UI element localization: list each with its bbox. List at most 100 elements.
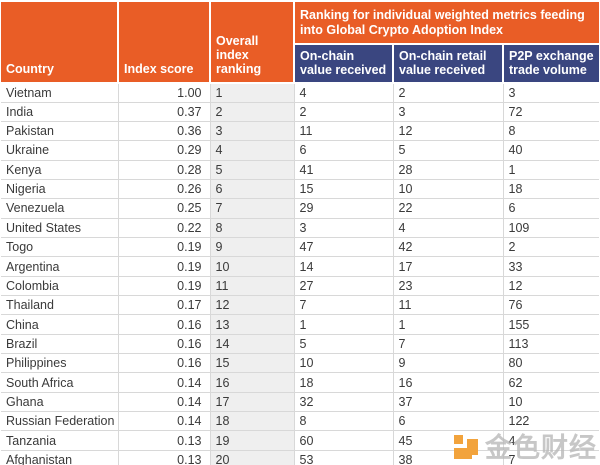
- table-row: India 0.37 2 2 3 72: [1, 101, 599, 122]
- country-cell: Nigeria: [1, 178, 119, 200]
- overall-ranking-cell: 19: [209, 430, 295, 451]
- on-chain-value-rank-cell: 32: [293, 391, 394, 413]
- table-row: Philippines 0.16 15 10 9 80: [1, 353, 599, 374]
- on-chain-retail-rank-cell: 2: [392, 82, 504, 103]
- column-header-overall-ranking: Overall index ranking: [209, 2, 295, 84]
- on-chain-value-rank-cell: 53: [293, 449, 394, 465]
- index-score-cell: 0.16: [117, 333, 211, 355]
- on-chain-value-rank-cell: 4: [293, 82, 394, 103]
- index-score-cell: 0.26: [117, 178, 211, 200]
- p2p-rank-cell: 76: [502, 295, 599, 316]
- overall-ranking-cell: 13: [209, 314, 295, 335]
- country-cell: Colombia: [1, 275, 119, 297]
- on-chain-value-rank-cell: 41: [293, 159, 394, 180]
- index-score-cell: 0.29: [117, 140, 211, 161]
- index-score-cell: 0.25: [117, 198, 211, 219]
- country-cell: Ukraine: [1, 140, 119, 161]
- index-score-cell: 0.13: [117, 430, 211, 451]
- on-chain-retail-rank-cell: 38: [392, 449, 504, 465]
- p2p-rank-cell: 33: [502, 256, 599, 277]
- index-score-cell: 0.17: [117, 295, 211, 316]
- country-cell: United States: [1, 217, 119, 239]
- overall-ranking-cell: 16: [209, 372, 295, 393]
- on-chain-retail-rank-cell: 42: [392, 236, 504, 258]
- p2p-rank-cell: 7: [502, 449, 599, 465]
- on-chain-value-rank-cell: 29: [293, 198, 394, 219]
- country-cell: Argentina: [1, 256, 119, 277]
- on-chain-retail-rank-cell: 37: [392, 391, 504, 413]
- on-chain-value-rank-cell: 60: [293, 430, 394, 451]
- table-row: Ukraine 0.29 4 6 5 40: [1, 140, 599, 161]
- index-score-cell: 1.00: [117, 82, 211, 103]
- overall-ranking-cell: 18: [209, 411, 295, 432]
- p2p-rank-cell: 2: [502, 236, 599, 258]
- table-body: Vietnam 1.00 1 4 2 3 India 0.37 2 2 3 72…: [1, 82, 599, 465]
- on-chain-retail-rank-cell: 12: [392, 120, 504, 142]
- on-chain-retail-rank-cell: 7: [392, 333, 504, 355]
- on-chain-value-rank-cell: 18: [293, 372, 394, 393]
- table-row: Venezuela 0.25 7 29 22 6: [1, 198, 599, 219]
- index-score-cell: 0.14: [117, 411, 211, 432]
- overall-ranking-cell: 7: [209, 198, 295, 219]
- column-header-on-chain-value: On-chain value received: [294, 43, 394, 84]
- index-score-cell: 0.22: [117, 217, 211, 239]
- p2p-rank-cell: 8: [502, 120, 599, 142]
- country-cell: China: [1, 314, 119, 335]
- index-score-cell: 0.19: [117, 275, 211, 297]
- index-score-cell: 0.19: [117, 236, 211, 258]
- on-chain-retail-rank-cell: 4: [392, 217, 504, 239]
- on-chain-retail-rank-cell: 10: [392, 178, 504, 200]
- overall-ranking-cell: 14: [209, 333, 295, 355]
- on-chain-retail-rank-cell: 11: [392, 295, 504, 316]
- column-header-index-score: Index score: [117, 2, 211, 84]
- on-chain-value-rank-cell: 1: [293, 314, 394, 335]
- country-cell: Philippines: [1, 353, 119, 374]
- table-row: Colombia 0.19 11 27 23 12: [1, 275, 599, 297]
- column-header-country: Country: [1, 2, 119, 84]
- overall-ranking-cell: 4: [209, 140, 295, 161]
- table-row: Brazil 0.16 14 5 7 113: [1, 333, 599, 355]
- on-chain-value-rank-cell: 3: [293, 217, 394, 239]
- overall-ranking-cell: 10: [209, 256, 295, 277]
- overall-ranking-cell: 2: [209, 101, 295, 122]
- column-header-p2p-volume: P2P exchange trade volume: [502, 43, 599, 84]
- country-cell: India: [1, 101, 119, 122]
- on-chain-value-rank-cell: 7: [293, 295, 394, 316]
- country-cell: Vietnam: [1, 82, 119, 103]
- on-chain-retail-rank-cell: 45: [392, 430, 504, 451]
- on-chain-retail-rank-cell: 16: [392, 372, 504, 393]
- p2p-rank-cell: 155: [502, 314, 599, 335]
- p2p-rank-cell: 10: [502, 391, 599, 413]
- table-row: Pakistan 0.36 3 11 12 8: [1, 120, 599, 142]
- overall-ranking-cell: 17: [209, 391, 295, 413]
- index-score-cell: 0.14: [117, 391, 211, 413]
- country-cell: South Africa: [1, 372, 119, 393]
- country-cell: Ghana: [1, 391, 119, 413]
- index-score-cell: 0.16: [117, 353, 211, 374]
- country-cell: Tanzania: [1, 430, 119, 451]
- table-row: China 0.16 13 1 1 155: [1, 314, 599, 335]
- table-row: Argentina 0.19 10 14 17 33: [1, 256, 599, 277]
- table-row: Russian Federation 0.14 18 8 6 122: [1, 411, 599, 432]
- p2p-rank-cell: 122: [502, 411, 599, 432]
- on-chain-value-rank-cell: 5: [293, 333, 394, 355]
- on-chain-retail-rank-cell: 23: [392, 275, 504, 297]
- index-score-cell: 0.28: [117, 159, 211, 180]
- p2p-rank-cell: 6: [502, 198, 599, 219]
- on-chain-value-rank-cell: 11: [293, 120, 394, 142]
- country-cell: Venezuela: [1, 198, 119, 219]
- p2p-rank-cell: 18: [502, 178, 599, 200]
- table-row: Ghana 0.14 17 32 37 10: [1, 391, 599, 413]
- index-score-cell: 0.37: [117, 101, 211, 122]
- table-row: Vietnam 1.00 1 4 2 3: [1, 82, 599, 103]
- on-chain-retail-rank-cell: 1: [392, 314, 504, 335]
- p2p-rank-cell: 12: [502, 275, 599, 297]
- country-cell: Kenya: [1, 159, 119, 180]
- p2p-rank-cell: 109: [502, 217, 599, 239]
- table-header: Country Index score Overall index rankin…: [1, 2, 599, 84]
- overall-ranking-cell: 3: [209, 120, 295, 142]
- table-row: Kenya 0.28 5 41 28 1: [1, 159, 599, 180]
- on-chain-retail-rank-cell: 3: [392, 101, 504, 122]
- overall-ranking-cell: 5: [209, 159, 295, 180]
